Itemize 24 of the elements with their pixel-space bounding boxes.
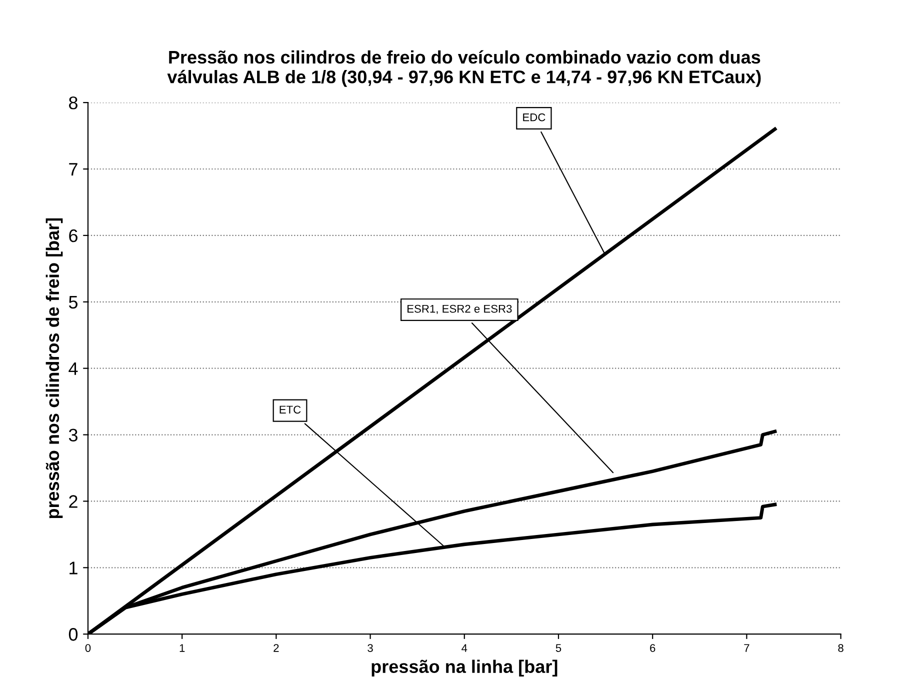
x-tick-label: 8 — [838, 644, 844, 652]
chart-title: Pressão nos cilindros de freio do veículo combinado vazio com duas válvulas ALB de 1/8 (30,94 - 97,96 KN ETC e 14,74 - 97,96 KN ETCaux) — [167, 50, 761, 87]
y-tick-label: 5 — [68, 296, 78, 309]
x-tick-label: 5 — [556, 644, 562, 652]
y-tick-label: 7 — [69, 163, 78, 176]
annotation: ESR1, ESR2 e ESR3 — [408, 304, 512, 314]
y-tick-label: 3 — [68, 428, 78, 442]
x-tick-label: 6 — [650, 644, 656, 652]
x-tick-label: 4 — [462, 644, 468, 652]
y-tick-label: 4 — [68, 362, 78, 375]
y-tick-label: 2 — [69, 495, 78, 508]
x-tick-label: 0 — [85, 644, 91, 652]
y-axis-title: pressão nos cilindros de freio [bar] — [46, 218, 63, 518]
x-tick-label: 1 — [180, 644, 185, 652]
x-tick-label: 3 — [368, 644, 373, 652]
y-tick-label: 8 — [69, 96, 78, 110]
y-tick-label: 1 — [70, 562, 78, 574]
y-tick-label: 6 — [69, 229, 78, 242]
x-tick-label: 2 — [274, 644, 279, 652]
y-tick-label: 0 — [68, 628, 78, 641]
x-axis-title: pressão na linha [bar] — [372, 660, 558, 677]
x-tick-label: 7 — [744, 644, 750, 652]
annotation: ETC — [280, 406, 301, 414]
annotation: EDC — [523, 113, 546, 122]
